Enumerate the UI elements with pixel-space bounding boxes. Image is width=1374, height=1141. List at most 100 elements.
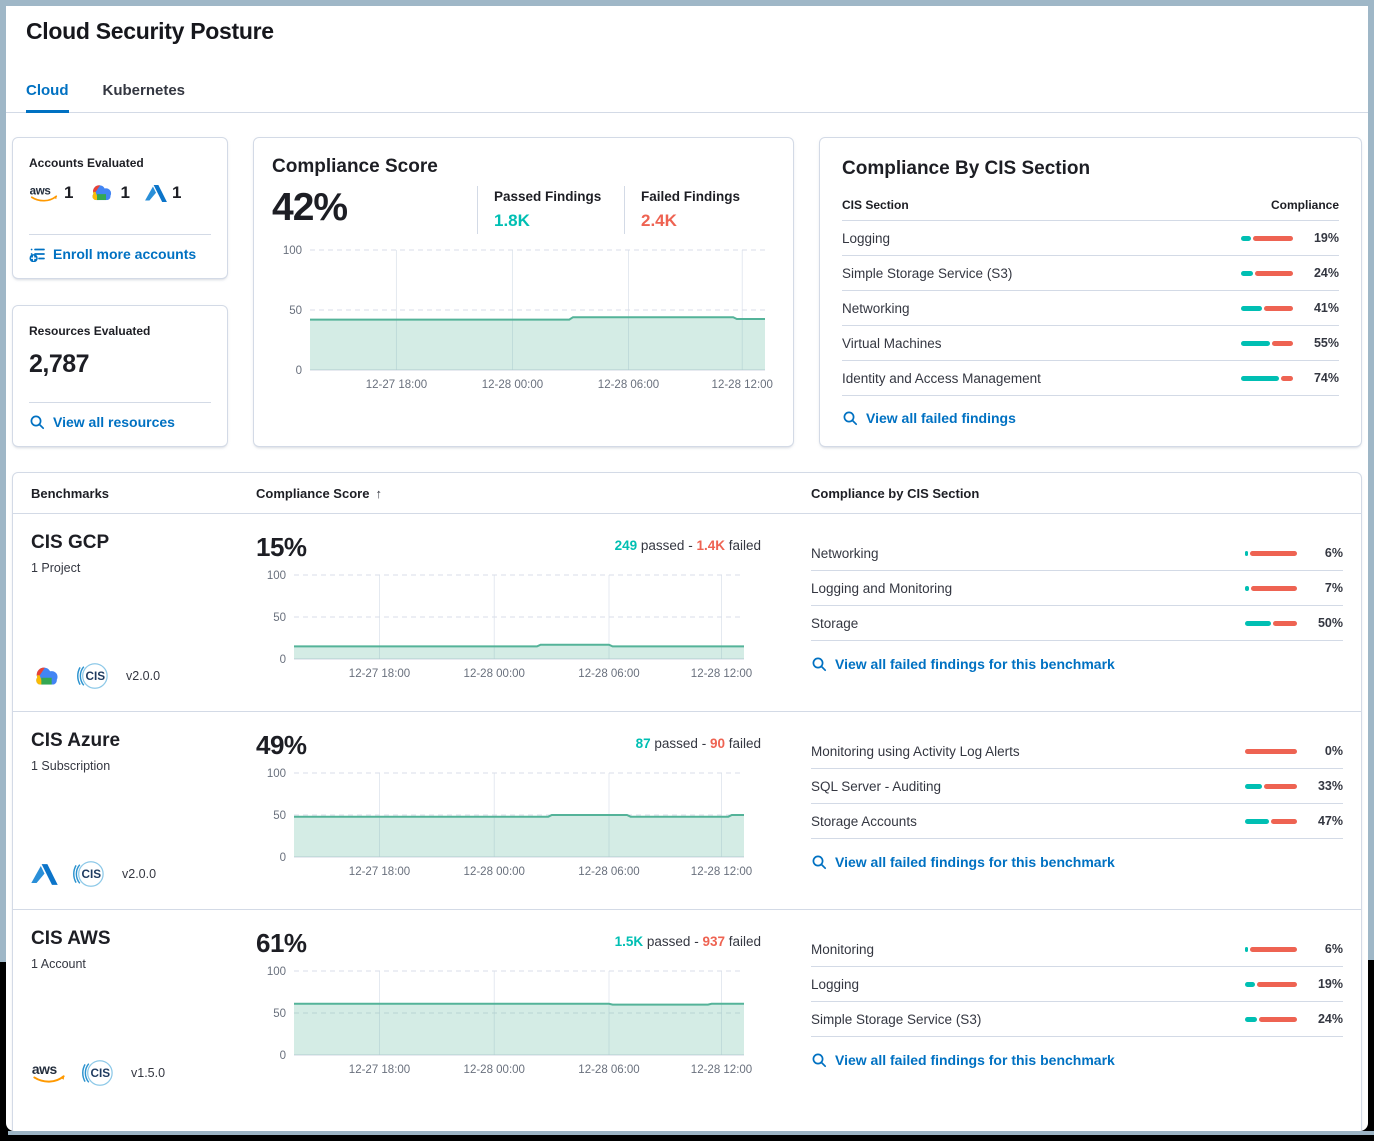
gcp-count: 1: [120, 183, 130, 202]
search-icon: [811, 656, 827, 672]
aws-count: 1: [64, 183, 74, 202]
svg-text:50: 50: [273, 810, 286, 822]
svg-text:12-28 00:00: 12-28 00:00: [464, 866, 525, 878]
compliance-score-title: Compliance Score: [272, 156, 438, 177]
window-frame-left: [0, 6, 6, 962]
compliance-by-cis-section-column-header: Compliance by CIS Section: [811, 486, 980, 501]
compliance-score-card: Compliance Score 42% Passed Findings 1.8…: [253, 137, 794, 447]
svg-text:100: 100: [267, 768, 286, 780]
benchmark-trend-chart: 12-27 18:00 12-28 00:00 12-28 06:00 12-28 1…: [267, 570, 752, 680]
svg-text:12-28 06:00: 12-28 06:00: [578, 668, 639, 680]
compliance-bar: [1245, 748, 1297, 754]
passed-failed-summary: 249 passed - 1.4K failed: [614, 538, 761, 553]
svg-text:12-28 12:00: 12-28 12:00: [712, 379, 773, 391]
compliance-percent: 74%: [1313, 371, 1339, 385]
window-frame-bottom: [8, 1131, 1374, 1135]
compliance-percent: 19%: [1313, 231, 1339, 245]
benchmark-trend-chart: 12-27 18:00 12-28 00:00 12-28 06:00 12-28 1…: [267, 966, 752, 1076]
gcp-icon: [88, 182, 115, 204]
compliance-bar: [1245, 946, 1297, 952]
benchmarks-column-header: Benchmarks: [31, 486, 110, 501]
svg-text:12-27 18:00: 12-27 18:00: [349, 866, 410, 878]
benchmark-score: 15%: [256, 532, 307, 562]
compliance-percent: 7%: [1324, 581, 1343, 595]
tab-cloud[interactable]: Cloud: [26, 82, 69, 113]
view-failed-findings-benchmark-link[interactable]: View all failed findings for this benchm…: [811, 1052, 1343, 1068]
azure-account-count: 1: [145, 183, 181, 203]
tab-kubernetes[interactable]: Kubernetes: [102, 82, 186, 99]
view-failed-findings-benchmark-link[interactable]: View all failed findings for this benchm…: [811, 854, 1343, 870]
cis-section-row: Logging 19%: [842, 221, 1339, 256]
view-all-failed-findings-label: View all failed findings: [866, 410, 1016, 426]
svg-text:12-28 06:00: 12-28 06:00: [578, 1064, 639, 1076]
compliance-percent: 6%: [1324, 546, 1343, 560]
view-failed-findings-benchmark-link[interactable]: View all failed findings for this benchm…: [811, 656, 1343, 672]
svg-text:12-28 12:00: 12-28 12:00: [691, 1064, 752, 1076]
enroll-more-accounts-link[interactable]: Enroll more accounts: [29, 246, 211, 262]
svg-text:50: 50: [289, 305, 302, 317]
view-failed-findings-benchmark-label: View all failed findings for this benchm…: [835, 1052, 1115, 1068]
cis-section-label: Identity and Access Management: [842, 370, 1041, 386]
cis-section-row: Networking 6%: [811, 536, 1343, 571]
cis-section-row: Logging and Monitoring 7%: [811, 571, 1343, 606]
cis-section-column-header: CIS Section: [842, 198, 909, 212]
cis-section-row: Monitoring using Activity Log Alerts 0%: [811, 734, 1343, 769]
aws-icon: aws: [29, 184, 59, 203]
benchmark-score: 49%: [256, 730, 307, 760]
tab-bar: Cloud Kubernetes: [6, 46, 1368, 113]
view-failed-findings-benchmark-label: View all failed findings for this benchm…: [835, 656, 1115, 672]
aws-icon: aws: [31, 1062, 67, 1084]
svg-text:100: 100: [267, 570, 286, 582]
cis-section-row: Identity and Access Management 74%: [842, 361, 1339, 396]
azure-icon: [145, 184, 167, 203]
cis-section-label: Storage Accounts: [811, 813, 917, 829]
cis-logo-icon: CIS: [71, 855, 109, 893]
cis-section-row: SQL Server - Auditing 33%: [811, 769, 1343, 804]
compliance-percent: 0%: [1324, 744, 1343, 758]
window-frame-top: [0, 0, 1374, 6]
benchmark-version: v2.0.0: [122, 867, 157, 881]
resources-evaluated-value: 2,787: [29, 350, 90, 378]
cis-section-row: Monitoring 6%: [811, 932, 1343, 967]
cis-section-row: Networking 41%: [842, 291, 1339, 326]
compliance-percent: 19%: [1317, 977, 1343, 991]
cis-section-label: SQL Server - Auditing: [811, 778, 942, 794]
cis-section-label: Monitoring: [811, 941, 875, 957]
benchmark-scope: 1 Subscription: [31, 759, 111, 773]
accounts-evaluated-card: Accounts Evaluated aws 1 1: [12, 137, 228, 279]
compliance-column-header: Compliance: [1270, 198, 1339, 212]
benchmark-row-cis-azure: CIS Azure 1 Subscription CIS v2.0.0: [13, 712, 1361, 910]
page-title: Cloud Security Posture: [26, 18, 274, 44]
view-all-failed-findings-link[interactable]: View all failed findings: [842, 410, 1339, 426]
cis-section-row: Simple Storage Service (S3) 24%: [811, 1002, 1343, 1037]
svg-text:100: 100: [283, 245, 302, 257]
search-icon: [842, 410, 858, 426]
view-all-resources-link[interactable]: View all resources: [29, 414, 211, 430]
search-icon: [811, 1052, 827, 1068]
benchmark-scope: 1 Account: [31, 957, 86, 971]
compliance-score-column-header[interactable]: Compliance Score ↑: [256, 486, 382, 501]
compliance-bar: [1245, 585, 1297, 591]
compliance-percent: 55%: [1313, 336, 1339, 350]
gcp-account-count: 1: [88, 182, 130, 204]
cis-section-label: Simple Storage Service (S3): [811, 1011, 982, 1027]
compliance-bar: [1241, 270, 1293, 276]
azure-icon: [31, 863, 58, 886]
failed-findings-value: 2.4K: [641, 211, 677, 230]
resources-evaluated-card: Resources Evaluated 2,787 View all resou…: [12, 305, 228, 447]
compliance-percent: 41%: [1313, 301, 1339, 315]
compliance-by-cis-section-card: Compliance By CIS Section CIS Section Co…: [819, 137, 1362, 447]
cis-section-row: Storage 50%: [811, 606, 1343, 641]
cis-section-label: Networking: [842, 300, 910, 316]
passed-findings-label: Passed Findings: [494, 189, 602, 204]
divider: [29, 402, 211, 403]
svg-text:0: 0: [280, 852, 286, 864]
failed-findings-label: Failed Findings: [641, 189, 741, 204]
compliance-score-value: 42%: [272, 186, 348, 229]
cloud-security-posture-page: Cloud Security Posture Cloud Kubernetes …: [6, 6, 1368, 1131]
cis-table-header: CIS Section Compliance: [842, 188, 1339, 221]
svg-text:0: 0: [280, 1050, 286, 1062]
search-icon: [29, 414, 45, 430]
passed-failed-summary: 87 passed - 90 failed: [635, 736, 761, 751]
provider-counts: aws 1 1: [29, 182, 211, 204]
